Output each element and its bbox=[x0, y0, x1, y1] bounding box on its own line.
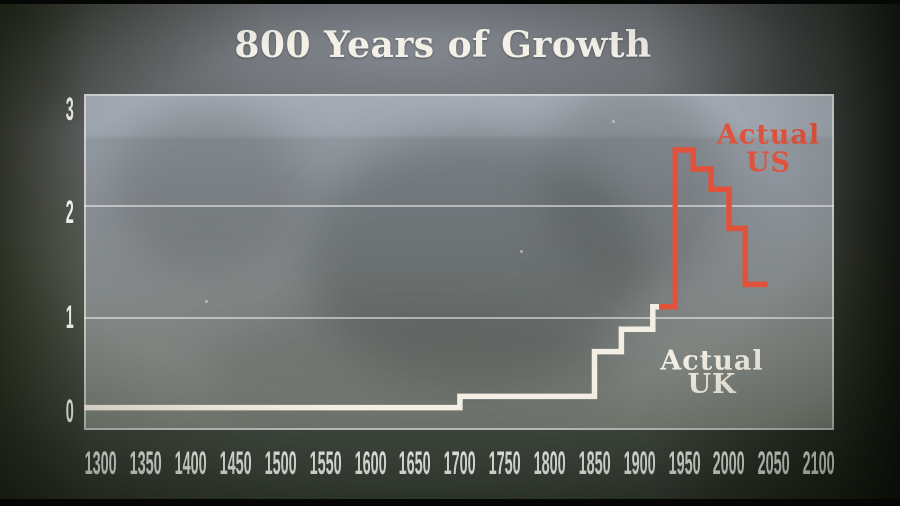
x-tick-label: 1800 bbox=[533, 445, 566, 481]
x-tick-label: 1450 bbox=[219, 445, 252, 481]
film-grain-speck bbox=[612, 120, 615, 123]
letterbox-bar-top bbox=[0, 0, 900, 4]
series-label: Actual UK bbox=[659, 346, 763, 401]
x-tick-label: 1700 bbox=[443, 445, 476, 481]
y-tick-label: 0 bbox=[65, 393, 74, 429]
film-grain-speck bbox=[205, 300, 208, 303]
x-tick-label: 2100 bbox=[802, 445, 835, 481]
series-line-actual-uk bbox=[84, 304, 660, 411]
plot-area: Actual US Actual UK bbox=[84, 94, 834, 430]
x-tick-label: 1850 bbox=[578, 445, 611, 481]
x-tick-label: 1650 bbox=[399, 445, 432, 481]
x-tick-label: 1750 bbox=[488, 445, 521, 481]
y-tick-label: 1 bbox=[65, 299, 74, 335]
x-tick-label: 2000 bbox=[713, 445, 746, 481]
x-tick-label: 1500 bbox=[264, 445, 297, 481]
x-tick-label: 1950 bbox=[668, 445, 701, 481]
x-tick-label: 1350 bbox=[129, 445, 162, 481]
chart-canvas: Actual US Actual UK bbox=[84, 94, 834, 430]
x-tick-label: 1600 bbox=[354, 445, 387, 481]
x-tick-label: 1550 bbox=[309, 445, 342, 481]
chart-title: 800 Years of Growth bbox=[234, 24, 652, 66]
letterbox-bar-bottom bbox=[0, 499, 900, 506]
x-tick-label: 1300 bbox=[85, 445, 118, 481]
x-tick-label: 2050 bbox=[757, 445, 790, 481]
y-tick-label: 2 bbox=[65, 194, 74, 230]
x-tick-label: 1900 bbox=[623, 445, 656, 481]
film-grain-speck bbox=[520, 250, 523, 253]
film-grain-speck bbox=[330, 40, 333, 43]
series-label: Actual US bbox=[716, 119, 820, 178]
y-tick-label: 3 bbox=[65, 91, 74, 127]
x-tick-label: 1400 bbox=[174, 445, 207, 481]
